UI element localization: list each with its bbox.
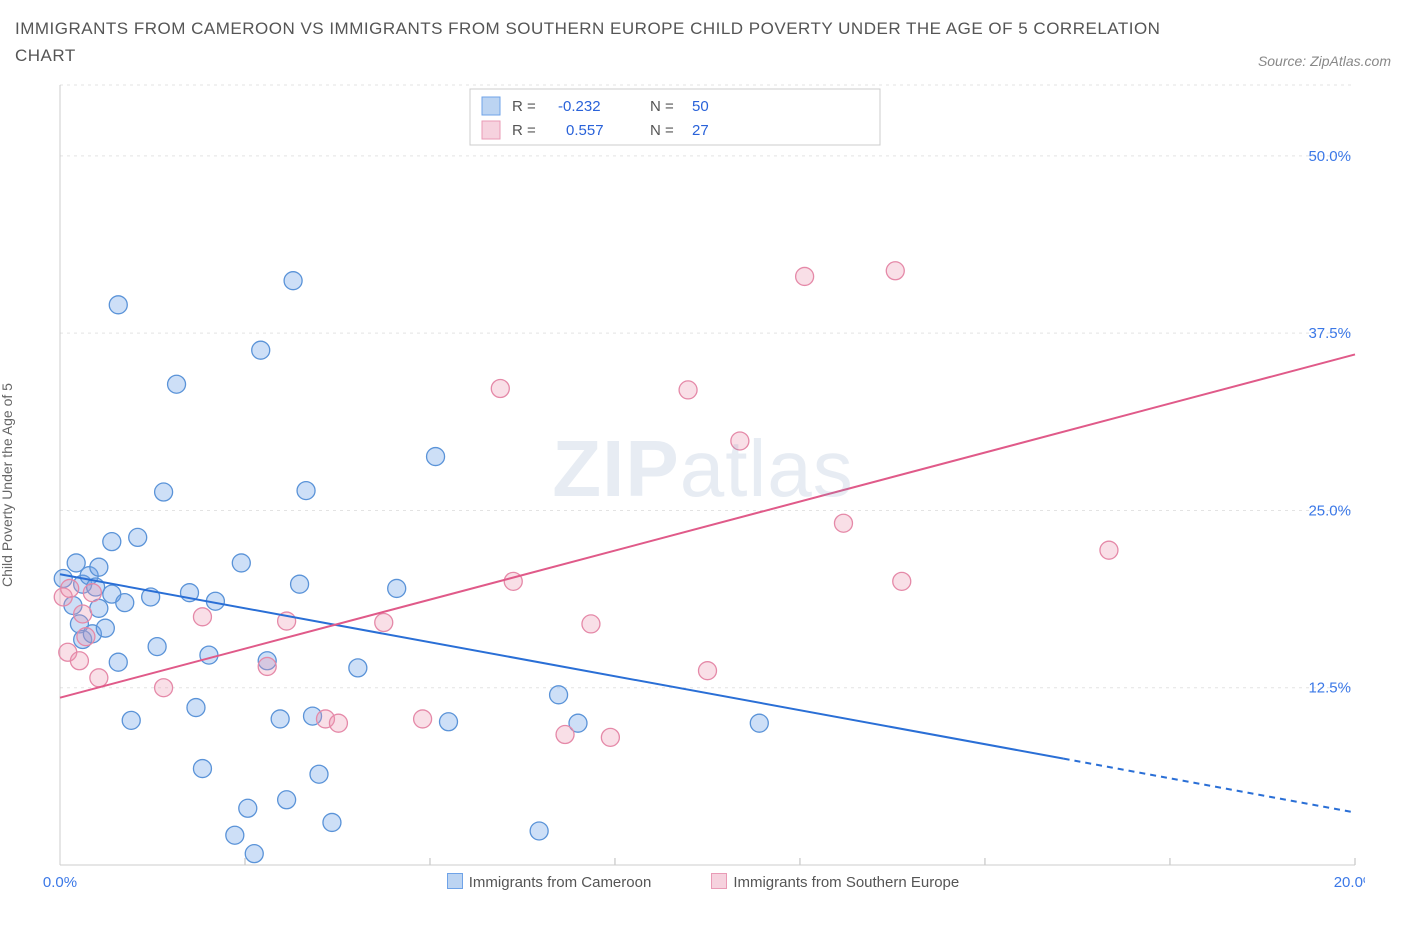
svg-text:R =: R = — [512, 122, 536, 139]
svg-text:0.557: 0.557 — [566, 122, 604, 139]
svg-text:R =: R = — [512, 98, 536, 115]
svg-text:27: 27 — [692, 122, 709, 139]
chart-container: Child Poverty Under the Age of 5 ZIPatla… — [15, 75, 1391, 895]
svg-text:N =: N = — [650, 98, 674, 115]
svg-text:20.0%: 20.0% — [1334, 874, 1365, 891]
svg-text:12.5%: 12.5% — [1308, 680, 1351, 697]
svg-text:50: 50 — [692, 98, 709, 115]
svg-text:37.5%: 37.5% — [1308, 326, 1351, 343]
chart-title: IMMIGRANTS FROM CAMEROON VS IMMIGRANTS F… — [15, 15, 1165, 69]
svg-text:-0.232: -0.232 — [558, 98, 601, 115]
y-axis-label: Child Poverty Under the Age of 5 — [0, 383, 15, 587]
svg-text:0.0%: 0.0% — [43, 874, 77, 891]
svg-text:50.0%: 50.0% — [1308, 148, 1351, 165]
svg-text:N =: N = — [650, 122, 674, 139]
source-attribution: Source: ZipAtlas.com — [1258, 53, 1391, 69]
svg-text:25.0%: 25.0% — [1308, 503, 1351, 520]
scatter-chart: 12.5% 25.0% 37.5% 50.0% 0.0% 20.0% R = -0.232 N … — [15, 75, 1365, 895]
